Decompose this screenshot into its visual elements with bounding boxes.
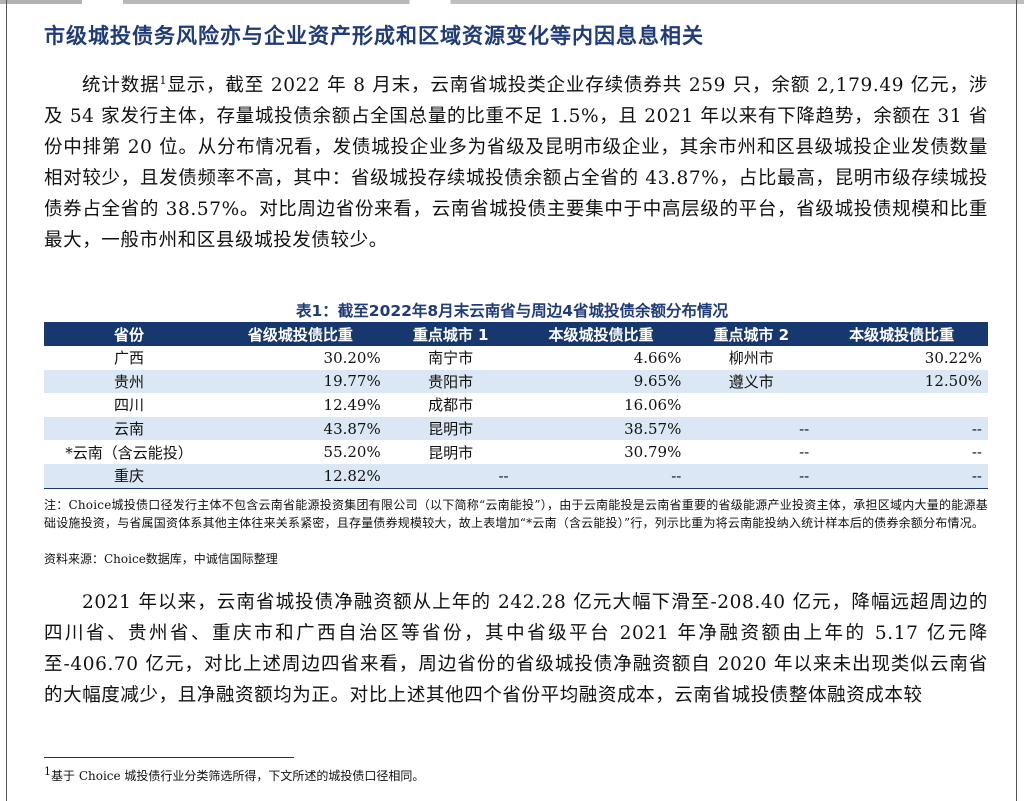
header-city-2-share: 本级城投债比重 (815, 322, 988, 346)
cell-province: 重庆 (44, 463, 214, 489)
header-province: 省份 (44, 322, 214, 346)
cell-city-1-share: 9.65% (514, 369, 688, 394)
cell-province: *云南（含云能投） (44, 440, 214, 464)
table-row: 贵州 19.77% 贵阳市 9.65% 遵义市 12.50% (44, 369, 988, 394)
table-row: 四川 12.49% 成都市 16.06% (44, 393, 988, 417)
cell-key-city-2: -- (687, 463, 816, 489)
cell-province: 广西 (44, 346, 214, 370)
cell-provincial-share: 30.20% (214, 346, 387, 370)
cell-provincial-share: 12.82% (214, 463, 387, 489)
table-title: 表1：截至2022年8月末云南省与周边4省城投债余额分布情况 (296, 302, 728, 320)
cell-key-city-2: -- (687, 416, 816, 441)
cell-city-2-share: 12.50% (815, 369, 988, 394)
cell-city-1-share: -- (514, 463, 688, 489)
paragraph-net-financing: 2021 年以来，云南省城投债净融资额从上年的 242.28 亿元大幅下滑至-2… (44, 592, 988, 706)
cell-city-1-share: 4.66% (514, 346, 688, 370)
header-key-city-2: 重点城市 2 (687, 322, 816, 346)
cell-key-city-1: -- (386, 463, 515, 489)
table-source: 资料来源：Choice数据库，中诚信国际整理 (44, 552, 278, 566)
header-provincial-share: 省级城投债比重 (214, 322, 387, 346)
page-right-border (1016, 0, 1017, 801)
cell-provincial-share: 55.20% (214, 440, 387, 464)
footnote-mark: 1 (44, 765, 51, 778)
cell-provincial-share: 43.87% (214, 416, 387, 441)
cell-province: 贵州 (44, 369, 214, 394)
cell-key-city-1: 贵阳市 (386, 369, 515, 394)
paragraph-statistics: 统计数据1显示，截至 2022 年 8 月末，云南省城投类企业存续债券共 259… (44, 70, 988, 256)
cell-key-city-1: 南宁市 (386, 346, 515, 370)
table-header-row: 省份 省级城投债比重 重点城市 1 本级城投债比重 重点城市 2 本级城投债比重 (44, 322, 988, 346)
cell-city-2-share: -- (815, 463, 988, 489)
cell-provincial-share: 19.77% (214, 369, 387, 394)
cell-provincial-share: 12.49% (214, 393, 387, 417)
cell-key-city-2: -- (687, 440, 816, 464)
cell-city-2-share: -- (815, 440, 988, 464)
cell-key-city-1: 昆明市 (386, 416, 515, 441)
page-top-edge (0, 0, 1024, 4)
cell-key-city-1: 成都市 (386, 393, 515, 417)
cell-province: 四川 (44, 393, 214, 417)
cell-city-1-share: 30.79% (514, 440, 688, 464)
table-row: 重庆 12.82% -- -- -- -- (44, 463, 988, 489)
cell-city-1-share: 38.57% (514, 416, 688, 441)
footnote-reference[interactable]: 1 (159, 73, 168, 87)
footnote-divider (44, 757, 294, 758)
cell-city-2-share: 30.22% (815, 346, 988, 370)
table-note: 注：Choice城投债口径发行主体不包含云南省能源投资集团有限公司（以下简称“云… (44, 498, 988, 530)
bond-distribution-table: 省份 省级城投债比重 重点城市 1 本级城投债比重 重点城市 2 本级城投债比重… (44, 322, 988, 489)
table-row: *云南（含云能投） 55.20% 昆明市 30.79% -- -- (44, 440, 988, 464)
cell-city-2-share: -- (815, 416, 988, 441)
header-key-city-1: 重点城市 1 (386, 322, 515, 346)
section-heading: 市级城投债务风险亦与企业资产形成和区域资源变化等内因息息相关 (44, 24, 704, 48)
cell-province: 云南 (44, 416, 214, 441)
paragraph-statistics-lead: 统计数据 (82, 75, 160, 96)
cell-key-city-2 (687, 393, 816, 417)
table-row: 广西 30.20% 南宁市 4.66% 柳州市 30.22% (44, 346, 988, 370)
paragraph-statistics-body: 显示，截至 2022 年 8 月末，云南省城投类企业存续债券共 259 只，余额… (44, 75, 988, 251)
footnote: 1基于 Choice 城投债行业分类筛选所得，下文所述的城投债口径相同。 (44, 765, 425, 785)
cell-key-city-2: 遵义市 (687, 369, 816, 394)
page-left-border (6, 0, 7, 801)
cell-key-city-1: 昆明市 (386, 440, 515, 464)
header-city-1-share: 本级城投债比重 (514, 322, 688, 346)
table-row: 云南 43.87% 昆明市 38.57% -- -- (44, 416, 988, 441)
cell-city-2-share (815, 393, 988, 417)
footnote-text: 基于 Choice 城投债行业分类筛选所得，下文所述的城投债口径相同。 (51, 769, 425, 783)
cell-city-1-share: 16.06% (514, 393, 688, 417)
cell-key-city-2: 柳州市 (687, 346, 816, 370)
